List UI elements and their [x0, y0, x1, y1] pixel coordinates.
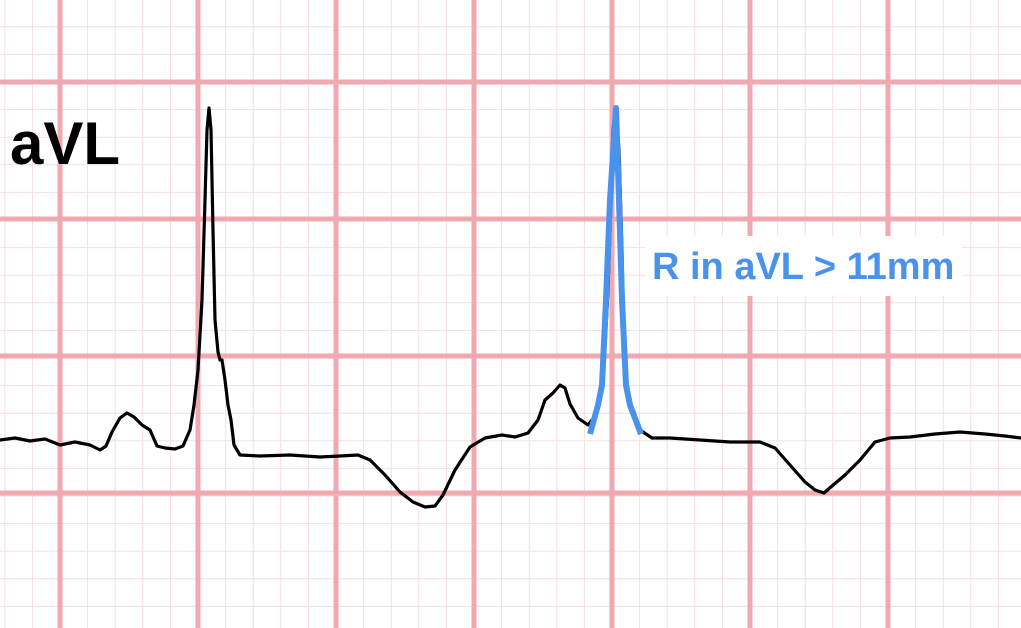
r-wave-annotation: R in aVL > 11mm	[646, 236, 963, 296]
lead-label: aVL	[10, 110, 121, 177]
ecg-trace	[0, 106, 1021, 509]
r-wave-highlight	[587, 105, 644, 436]
